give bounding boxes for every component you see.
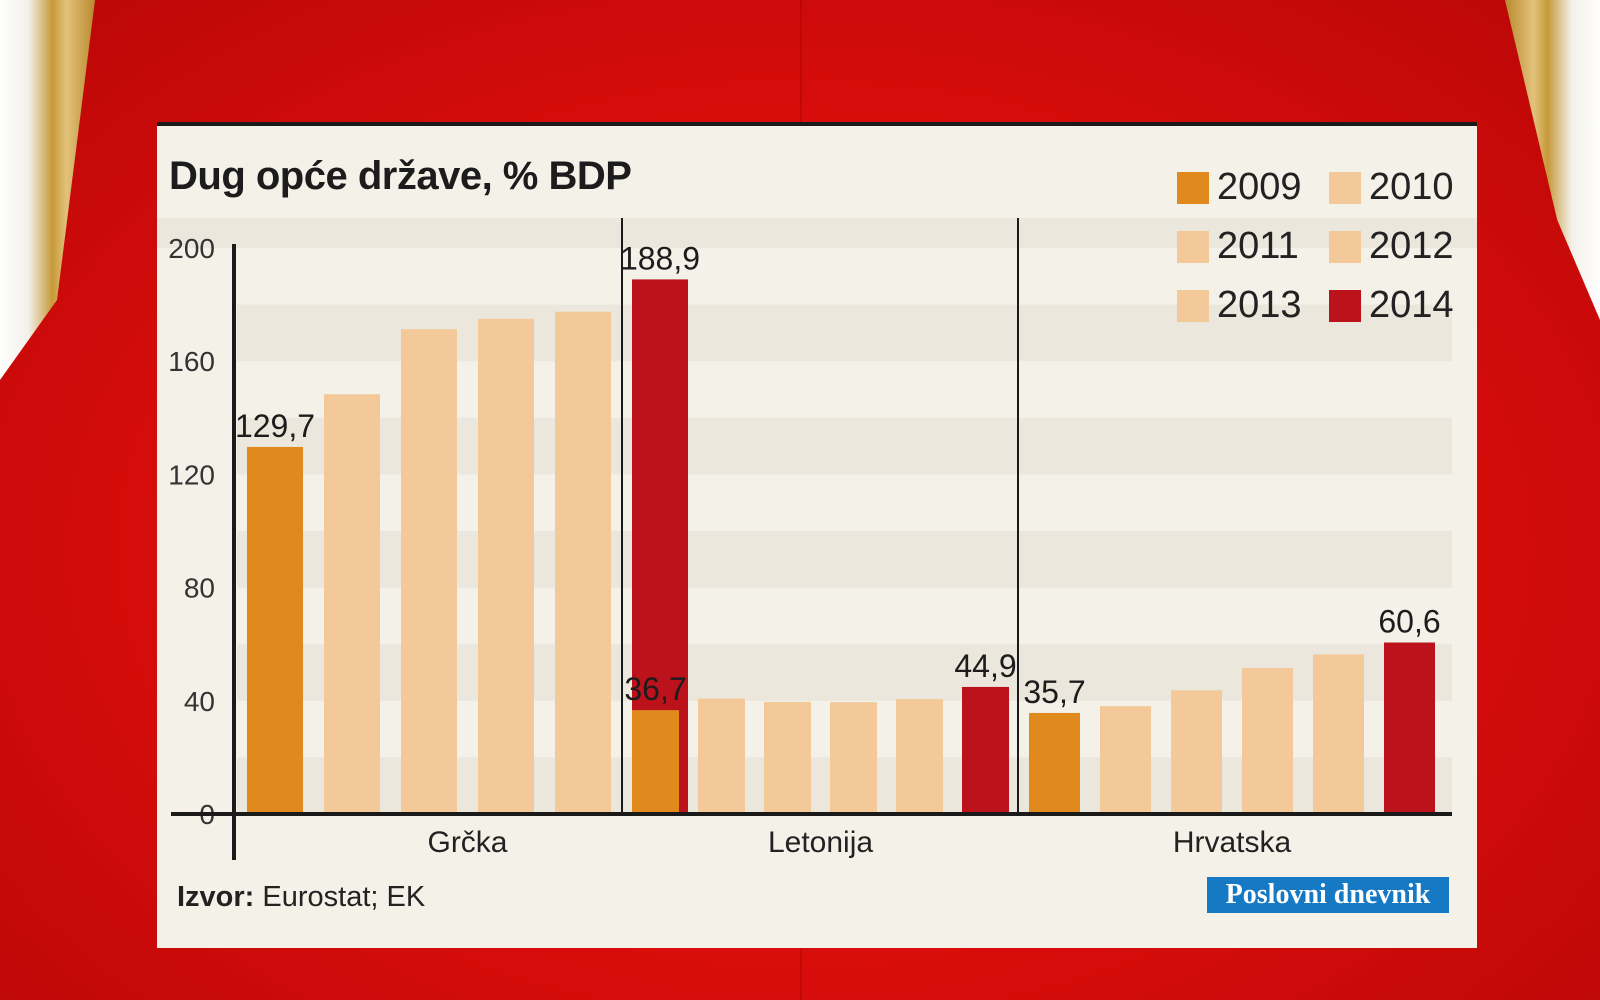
bar-2009 xyxy=(1029,712,1080,814)
legend-item-2011: 2011 xyxy=(1177,225,1299,268)
source-note: Izvor: Eurostat; EK xyxy=(177,881,425,914)
bar-2010 xyxy=(324,394,380,814)
bar-2014 xyxy=(1384,642,1435,814)
data-label: 35,7 xyxy=(1023,674,1085,710)
gridline-band xyxy=(157,218,1477,248)
legend-swatch xyxy=(1177,289,1209,322)
chart-panel: 04080120160200129,7188,9Grčka36,744,9Let… xyxy=(157,122,1477,948)
legend-swatch xyxy=(1329,289,1361,322)
bar-2012 xyxy=(478,318,534,814)
bar-2009 xyxy=(247,446,303,814)
category-label: Letonija xyxy=(768,826,873,859)
y-tick-label: 160 xyxy=(168,346,215,377)
source-label: Izvor: xyxy=(177,881,255,913)
legend-item-2010: 2010 xyxy=(1329,166,1454,209)
bar-2013 xyxy=(555,311,611,814)
legend-label: 2013 xyxy=(1217,284,1302,326)
data-label: 60,6 xyxy=(1378,604,1440,640)
legend-item-2014: 2014 xyxy=(1329,284,1454,327)
bar-2011 xyxy=(764,701,811,814)
bar-2009 xyxy=(632,710,679,814)
legend-label: 2012 xyxy=(1369,225,1454,267)
left-curtain xyxy=(0,0,95,380)
chart-title: Dug opće države, % BDP xyxy=(169,154,632,198)
legend-label: 2014 xyxy=(1369,284,1454,326)
bar-2012 xyxy=(830,702,877,814)
legend-swatch xyxy=(1329,230,1361,263)
bar-2011 xyxy=(401,329,457,814)
legend-item-2013: 2013 xyxy=(1177,284,1302,327)
category-label: Grčka xyxy=(427,826,507,859)
source-text: Eurostat; EK xyxy=(262,881,426,913)
data-label: 188,9 xyxy=(620,240,700,276)
bar-chart: 04080120160200129,7188,9Grčka36,744,9Let… xyxy=(157,218,1477,860)
legend-item-2009: 2009 xyxy=(1177,166,1302,209)
legend-swatch xyxy=(1177,230,1209,263)
legend-swatch xyxy=(1329,171,1361,204)
bar-2013 xyxy=(896,699,943,814)
right-curtain xyxy=(1505,0,1600,320)
bar-2010 xyxy=(698,698,745,814)
bar-2014 xyxy=(962,686,1009,814)
legend-label: 2009 xyxy=(1217,166,1302,208)
y-tick-label: 200 xyxy=(168,233,215,264)
brand-logo: Poslovni dnevnik xyxy=(1207,877,1449,913)
bar-2013 xyxy=(1313,654,1364,814)
bar-2011 xyxy=(1171,690,1222,814)
data-label: 44,9 xyxy=(954,648,1016,684)
y-tick-label: 120 xyxy=(168,459,215,490)
legend-label: 2010 xyxy=(1369,166,1454,208)
bar-2012 xyxy=(1242,667,1293,814)
y-tick-label: 80 xyxy=(184,573,215,604)
y-tick-label: 40 xyxy=(184,686,215,717)
category-label: Hrvatska xyxy=(1173,826,1292,859)
legend-swatch xyxy=(1177,171,1209,204)
bar-2010 xyxy=(1100,706,1151,814)
legend-label: 2011 xyxy=(1217,225,1299,267)
legend-item-2012: 2012 xyxy=(1329,225,1454,268)
data-label: 36,7 xyxy=(624,671,686,707)
data-label: 129,7 xyxy=(235,408,315,444)
